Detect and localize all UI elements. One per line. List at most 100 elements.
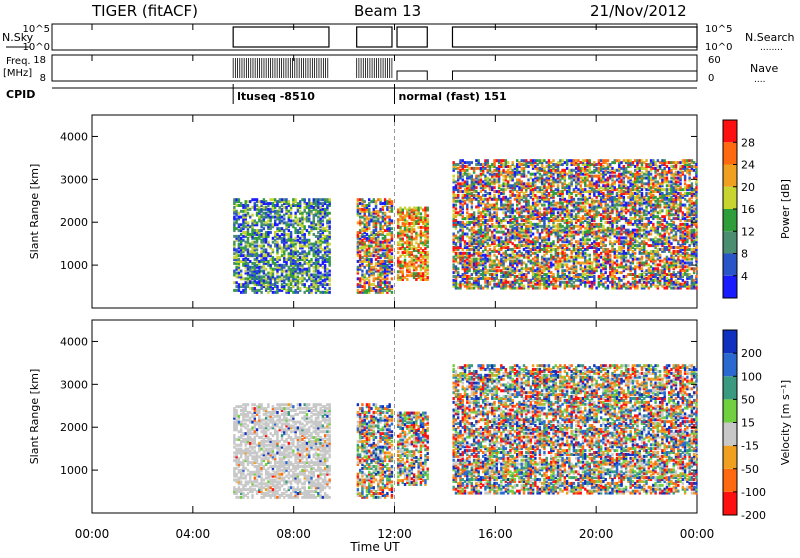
- range-cell: [561, 163, 563, 166]
- range-cell: [272, 202, 274, 205]
- range-cell: [566, 263, 568, 266]
- range-cell: [552, 200, 554, 203]
- range-cell: [498, 165, 500, 168]
- range-cell: [584, 281, 586, 284]
- range-cell: [530, 260, 532, 263]
- range-cell: [477, 240, 479, 243]
- range-cell: [417, 243, 419, 246]
- range-cell: [417, 216, 419, 219]
- range-cell: [539, 233, 541, 236]
- range-cell: [475, 269, 477, 272]
- range-cell: [373, 272, 375, 275]
- range-cell: [359, 254, 361, 257]
- range-cell: [582, 221, 584, 224]
- range-cell: [285, 221, 287, 224]
- range-cell: [315, 273, 317, 276]
- range-cell: [591, 198, 593, 201]
- range-cell: [545, 242, 547, 245]
- range-cell: [493, 178, 495, 181]
- range-cell: [573, 244, 575, 247]
- range-cell: [550, 161, 552, 164]
- range-cell: [566, 159, 568, 162]
- range-cell: [459, 169, 461, 172]
- range-cell: [523, 273, 525, 276]
- range-cell: [388, 198, 390, 201]
- range-cell: [484, 285, 486, 288]
- range-cell: [319, 264, 321, 267]
- beam-label: Beam 13: [354, 2, 421, 20]
- range-cell: [548, 283, 550, 286]
- range-cell: [514, 275, 516, 278]
- range-cell: [484, 246, 486, 249]
- range-cell: [382, 231, 384, 234]
- range-cell: [484, 213, 486, 216]
- range-cell: [521, 240, 523, 243]
- range-cell: [315, 250, 317, 253]
- range-cell: [415, 241, 417, 244]
- range-cell: [326, 198, 328, 201]
- range-cell: [500, 225, 502, 228]
- range-cell: [570, 227, 572, 230]
- range-cell: [541, 283, 543, 286]
- range-cell: [561, 175, 563, 178]
- range-cell: [595, 287, 597, 290]
- range-cell: [489, 225, 491, 228]
- range-cell: [420, 230, 422, 233]
- range-cell: [366, 277, 368, 280]
- range-cell: [294, 198, 296, 201]
- range-cell: [272, 268, 274, 271]
- range-cell: [397, 208, 399, 211]
- range-cell: [507, 204, 509, 207]
- range-cell: [487, 192, 489, 195]
- range-cell: [391, 245, 393, 248]
- range-cell: [455, 252, 457, 255]
- range-cell: [480, 238, 482, 241]
- range-cell: [595, 167, 597, 170]
- range-cell: [285, 239, 287, 242]
- range-cell: [498, 159, 500, 162]
- range-cell: [509, 200, 511, 203]
- range-cell: [322, 202, 324, 205]
- range-cell: [328, 198, 330, 201]
- range-cell: [420, 264, 422, 267]
- range-cell: [263, 233, 265, 236]
- range-cell: [303, 250, 305, 253]
- range-cell: [402, 230, 404, 233]
- range-cell: [509, 184, 511, 187]
- range-cell: [491, 231, 493, 234]
- range-cell: [328, 273, 330, 276]
- range-cell: [276, 256, 278, 259]
- range-cell: [373, 254, 375, 257]
- range-cell: [595, 175, 597, 178]
- range-cell: [326, 212, 328, 215]
- range-cell: [260, 291, 262, 294]
- range-cell: [521, 252, 523, 255]
- range-cell: [559, 205, 561, 208]
- range-cell: [591, 223, 593, 226]
- range-cell: [269, 258, 271, 261]
- range-cell: [459, 200, 461, 203]
- range-cell: [557, 215, 559, 218]
- range-cell: [543, 236, 545, 239]
- range-cell: [484, 254, 486, 257]
- range-cell: [322, 237, 324, 240]
- range-cell: [306, 229, 308, 232]
- range-cell: [539, 200, 541, 203]
- range-cell: [568, 159, 570, 162]
- range-cell: [468, 281, 470, 284]
- range-cell: [550, 227, 552, 230]
- range-cell: [586, 254, 588, 257]
- range-cell: [568, 182, 570, 185]
- range-cell: [408, 268, 410, 271]
- range-cell: [377, 210, 379, 213]
- range-cell: [487, 269, 489, 272]
- range-cell: [573, 159, 575, 162]
- range-cell: [555, 188, 557, 191]
- range-cell: [464, 240, 466, 243]
- range-cell: [281, 254, 283, 257]
- range-cell: [507, 271, 509, 274]
- range-cell: [598, 242, 600, 245]
- range-cell: [310, 273, 312, 276]
- range-cell: [548, 192, 550, 195]
- nave-tick-high: 60: [708, 55, 721, 66]
